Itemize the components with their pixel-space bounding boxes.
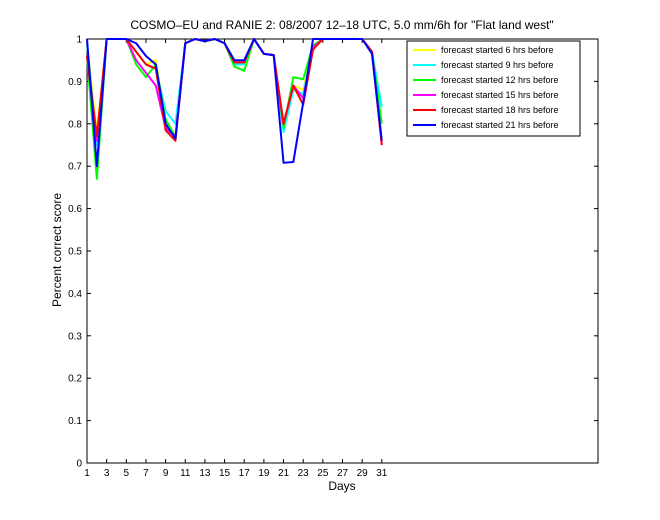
- x-tick-label: 13: [199, 468, 211, 479]
- x-tick-label: 1: [84, 468, 90, 479]
- y-tick-label: 0.3: [68, 331, 82, 342]
- y-tick-label: 0.8: [68, 119, 82, 130]
- x-tick-label: 17: [239, 468, 251, 479]
- y-tick-label: 0.6: [68, 204, 82, 215]
- x-tick-label: 15: [219, 468, 231, 479]
- legend-label: forecast started 18 hrs before: [441, 105, 559, 115]
- y-axis-label: Percent correct score: [50, 193, 64, 307]
- series-lines: [86, 38, 383, 180]
- x-tick-label: 29: [357, 468, 369, 479]
- x-tick-label: 7: [143, 468, 149, 479]
- legend-box: [406, 40, 581, 137]
- x-tick-label: 19: [258, 468, 270, 479]
- legend-label: forecast started 12 hrs before: [441, 75, 559, 85]
- x-tick-label: 27: [337, 468, 349, 479]
- x-tick-label: 3: [104, 468, 110, 479]
- y-tick-label: 0.1: [68, 416, 82, 427]
- y-tick-label: 0.5: [68, 247, 82, 258]
- x-tick-label: 23: [298, 468, 310, 479]
- x-tick-label: 9: [163, 468, 169, 479]
- legend: forecast started 6 hrs before forecast st…: [406, 40, 581, 137]
- y-tick-label: 0.4: [68, 289, 82, 300]
- x-tick-label: 31: [376, 468, 388, 479]
- x-tick-label: 11: [180, 468, 191, 479]
- chart-title: COSMO–EU and RANIE 2: 08/2007 12–18 UTC,…: [130, 18, 553, 32]
- y-tick-label: 1: [76, 35, 82, 46]
- legend-label: forecast started 21 hrs before: [441, 120, 559, 130]
- y-tick-label: 0.2: [68, 374, 82, 385]
- x-axis-label: Days: [328, 479, 355, 493]
- legend-label: forecast started 6 hrs before: [441, 45, 554, 55]
- x-tick-label: 25: [317, 468, 329, 479]
- y-tick-label: 0: [76, 459, 82, 470]
- y-tick-label: 0.9: [68, 77, 82, 88]
- y-tick-label: 0.7: [68, 162, 82, 173]
- legend-label: forecast started 9 hrs before: [441, 60, 554, 70]
- series-line-6: [86, 38, 383, 168]
- legend-label: forecast started 15 hrs before: [441, 90, 559, 100]
- x-tick-label: 5: [124, 468, 130, 479]
- x-tick-label: 21: [278, 468, 290, 479]
